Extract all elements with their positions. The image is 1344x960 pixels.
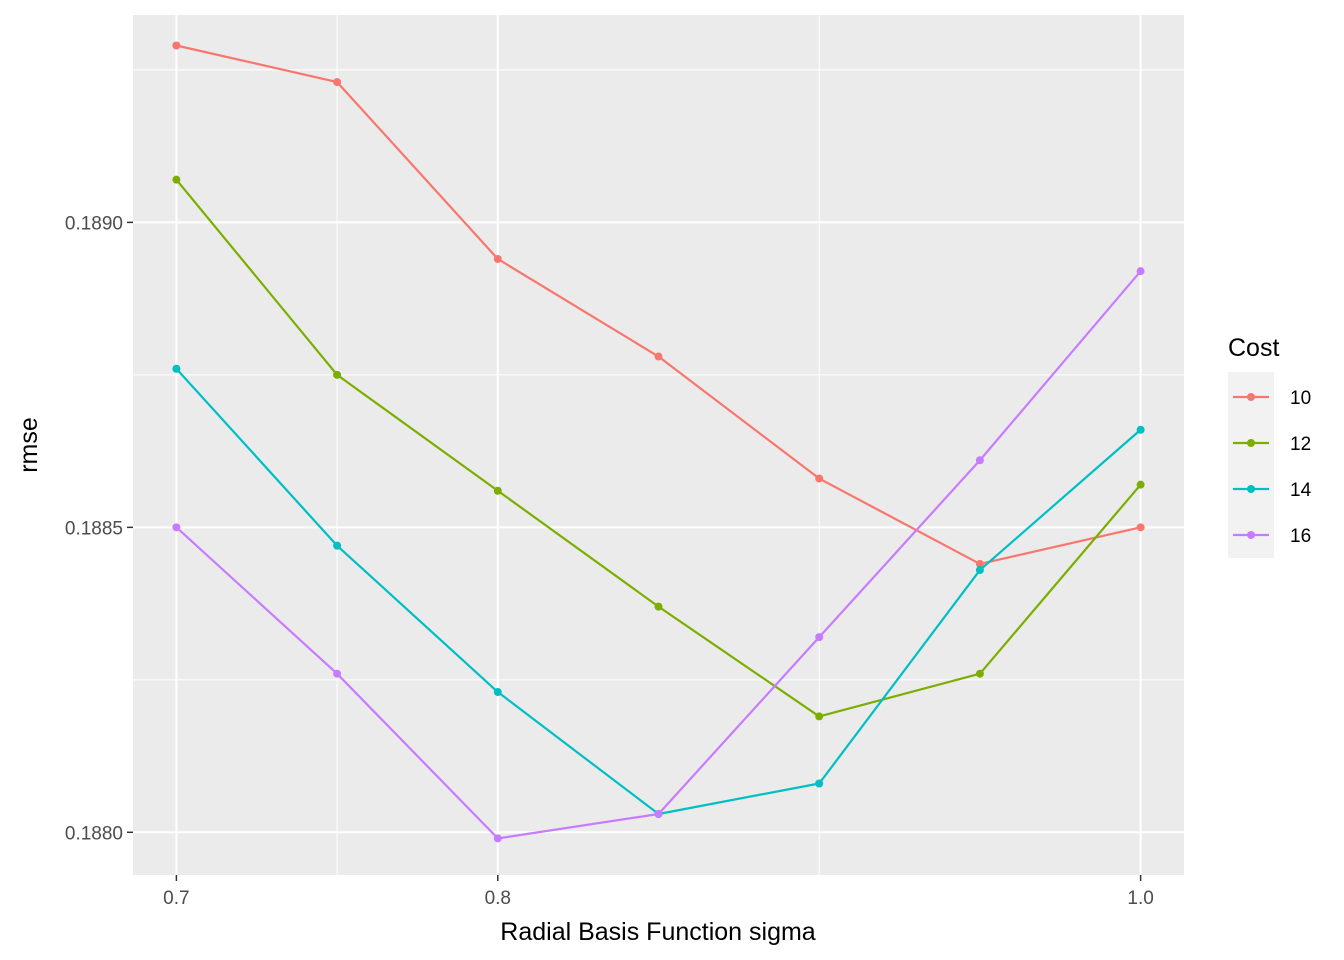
data-point — [654, 352, 663, 361]
data-point — [975, 566, 984, 575]
x-tick-label: 0.7 — [163, 888, 189, 909]
data-point — [333, 78, 342, 87]
legend-item-10: 10 — [1233, 388, 1311, 409]
legend-item-14: 14 — [1233, 480, 1312, 501]
y-axis-title: rmse — [15, 417, 43, 473]
legend-items: 10 12 14 16 — [1233, 388, 1312, 547]
series-cost-10 — [172, 41, 1145, 568]
data-point — [1136, 425, 1145, 434]
data-point — [975, 669, 984, 678]
data-point — [172, 523, 181, 532]
y-tick-label: 0.1885 — [65, 518, 123, 539]
data-point — [1136, 267, 1145, 276]
data-point — [493, 254, 502, 263]
y-tick-label: 0.1880 — [65, 823, 123, 844]
data-point — [172, 175, 181, 184]
data-point — [815, 779, 824, 788]
data-point — [493, 834, 502, 843]
legend-point — [1247, 393, 1255, 401]
data-point — [815, 474, 824, 483]
data-point — [1136, 523, 1145, 532]
x-axis-title: Radial Basis Function sigma — [500, 918, 816, 946]
series-layer — [172, 41, 1145, 843]
legend-point — [1247, 531, 1255, 539]
legend-title: Cost — [1228, 334, 1279, 362]
legend-key-background — [1228, 372, 1274, 558]
data-point — [172, 364, 181, 373]
legend-label: 12 — [1290, 434, 1311, 455]
data-point — [654, 602, 663, 611]
data-point — [975, 456, 984, 465]
plot-panel — [133, 15, 1184, 875]
major-gridlines — [133, 15, 1184, 875]
x-axis: 0.7 0.8 1.0 — [163, 875, 1154, 909]
y-tick-label: 0.1890 — [65, 213, 123, 234]
data-point — [493, 688, 502, 697]
legend-label: 16 — [1290, 526, 1311, 547]
x-tick-label: 0.8 — [485, 888, 511, 909]
legend: Cost 10 12 14 16 — [1228, 334, 1312, 558]
legend-label: 14 — [1290, 480, 1312, 501]
legend-item-16: 16 — [1233, 526, 1311, 547]
data-point — [815, 633, 824, 642]
legend-item-12: 12 — [1233, 434, 1311, 455]
y-axis: 0.1880 0.1885 0.1890 — [65, 213, 133, 844]
data-point — [333, 541, 342, 550]
data-point — [333, 669, 342, 678]
data-point — [654, 810, 663, 819]
data-point — [172, 41, 181, 50]
data-point — [1136, 480, 1145, 489]
data-point — [493, 486, 502, 495]
data-point — [333, 370, 342, 379]
x-tick-label: 1.0 — [1127, 888, 1153, 909]
data-point — [815, 712, 824, 721]
legend-point — [1247, 485, 1255, 493]
minor-gridlines — [133, 15, 1184, 875]
series-cost-12 — [172, 175, 1145, 721]
series-cost-16 — [172, 267, 1145, 843]
data-point — [975, 559, 984, 568]
legend-point — [1247, 439, 1255, 447]
legend-label: 10 — [1290, 388, 1311, 409]
